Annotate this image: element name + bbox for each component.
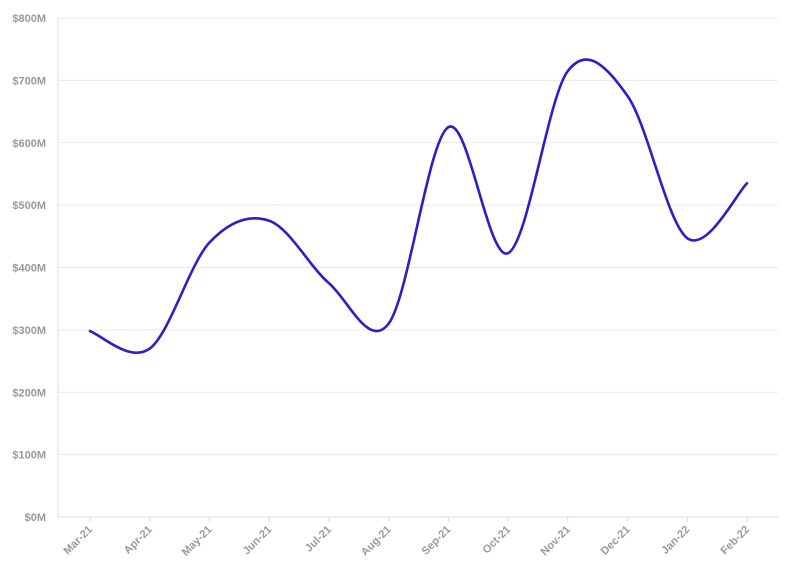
y-tick-label: $300M [12, 325, 46, 337]
x-tick-label: Dec-21 [599, 524, 633, 558]
data-point-apr-21 [147, 346, 153, 352]
data-point-oct-21 [505, 250, 511, 256]
data-point-jul-21 [326, 280, 332, 286]
series-line [88, 58, 749, 354]
y-axis-tick-labels: $0M $100M $200M $300M $400M $500M $600M $700M $8… [12, 13, 46, 524]
data-point-dec-21 [625, 93, 631, 99]
x-tick-label: Mar-21 [62, 524, 96, 558]
data-point-nov-21 [565, 68, 571, 74]
data-point-feb-22 [744, 180, 750, 186]
data-point-aug-21 [386, 321, 392, 327]
y-tick-label: $700M [12, 75, 46, 87]
y-tick-label: $500M [12, 200, 46, 212]
data-point-may-21 [206, 240, 212, 246]
data-point-sep-21 [445, 124, 451, 130]
y-gridlines [57, 17, 778, 518]
x-tick-label: Nov-21 [539, 524, 573, 558]
y-tick-label: $200M [12, 387, 46, 399]
y-tick-label: $400M [12, 263, 46, 275]
series-group [87, 58, 750, 354]
x-axis-tick-labels: Mar-21 Apr-21 May-21 Jun-21 Jul-21 Aug-21 Sep-… [62, 524, 753, 559]
y-tick-label: $600M [12, 138, 46, 150]
x-tick-label: Jul-21 [303, 524, 334, 555]
x-tick-label: Sep-21 [419, 524, 453, 558]
x-tick-label: Feb-22 [719, 524, 753, 558]
y-tick-label: $0M [25, 512, 46, 524]
x-tick-label: May-21 [180, 524, 215, 559]
data-point-jun-21 [266, 218, 272, 224]
data-point-jan-22 [684, 235, 690, 241]
x-tick-label: Oct-21 [481, 524, 514, 557]
y-tick-label: $100M [12, 450, 46, 462]
x-tick-label: Aug-21 [359, 524, 394, 559]
data-point-mar-21 [87, 328, 93, 334]
x-tick-label: Jan-22 [659, 524, 692, 557]
x-tick-label: Jun-21 [241, 524, 275, 558]
x-tick-label: Apr-21 [122, 524, 155, 557]
x-axis [89, 517, 748, 522]
y-tick-label: $800M [12, 13, 46, 25]
